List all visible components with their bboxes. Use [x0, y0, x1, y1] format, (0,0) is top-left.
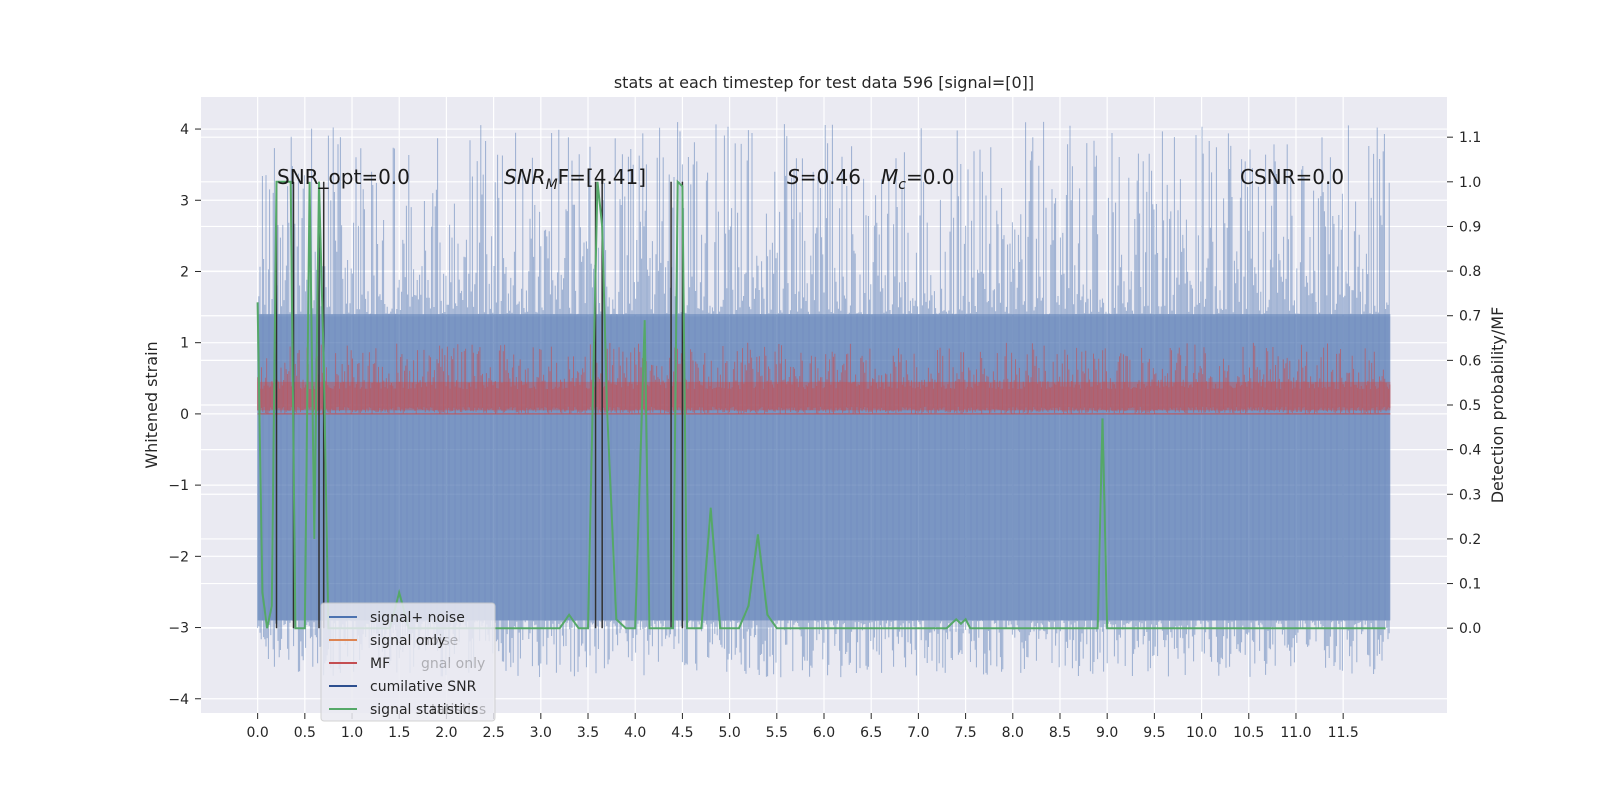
x-tick-label: 5.5: [766, 725, 788, 741]
snr-mf-annotation: SNRMF=[4.41]: [504, 165, 646, 193]
y-right-tick-label: 0.2: [1459, 532, 1481, 548]
snr-opt-annotation: SNR_opt=0.0: [277, 165, 410, 189]
csnr-annotation: CSNR=0.0: [1240, 165, 1344, 189]
left-y-axis-ticks: 4 3 2 1 0 −1 −2 −3 −4: [168, 122, 201, 708]
legend-ghost-text: tatistics: [431, 702, 486, 718]
x-tick-label: 2.5: [482, 725, 504, 741]
x-tick-label: 2.0: [435, 725, 457, 741]
legend-ghost-text: gnal only: [421, 656, 485, 672]
y-right-tick-label: 1.1: [1459, 130, 1481, 146]
y-right-tick-label: 0.1: [1459, 577, 1481, 593]
x-tick-label: 8.0: [1002, 725, 1024, 741]
x-axis-ticks: 0.0 0.5 1.0 1.5 2.0 2.5 3.0 3.5 4.0 4.5 5.0 5.5 6.0 6…: [247, 713, 1359, 741]
mf-series: [257, 342, 1391, 415]
y-right-tick-label: 0.7: [1459, 309, 1481, 325]
x-tick-label: 4.5: [671, 725, 693, 741]
x-tick-label: 3.0: [530, 725, 552, 741]
signal-noise-trace: [257, 121, 1390, 678]
x-tick-label: 11.5: [1328, 725, 1359, 741]
signal-noise-series: [257, 121, 1391, 678]
y-left-tick-label: 0: [180, 407, 189, 423]
legend-label: signal only: [370, 633, 445, 649]
y-right-tick-label: 0.4: [1459, 443, 1481, 459]
legend: noise gnal only tatistics signal+ noise sign…: [320, 602, 496, 722]
right-y-axis-ticks: 1.1 1.0 0.9 0.8 0.7 0.6 0.5 0.4 0.3 0.2 0.1 0.0: [1447, 130, 1481, 637]
y-right-tick-label: 0.3: [1459, 487, 1481, 503]
x-tick-label: 10.0: [1186, 725, 1217, 741]
snr-mf-subscript: M: [546, 177, 558, 193]
y-right-tick-label: 0.8: [1459, 264, 1481, 280]
s-label: S: [787, 165, 800, 189]
y-right-tick-label: 0.0: [1459, 621, 1481, 637]
x-tick-label: 5.0: [718, 725, 740, 741]
x-tick-label: 10.5: [1233, 725, 1264, 741]
x-tick-label: 1.0: [341, 725, 363, 741]
s-value: =0.46: [800, 165, 861, 189]
snr-mf-suffix: F=[4.41]: [558, 165, 646, 189]
y-right-tick-label: 1.0: [1459, 175, 1481, 191]
x-tick-label: 0.0: [247, 725, 269, 741]
legend-box: [320, 602, 496, 722]
x-tick-label: 7.5: [954, 725, 976, 741]
y-left-tick-label: 4: [180, 122, 189, 138]
y-left-tick-label: −4: [168, 692, 189, 708]
y-left-tick-label: −2: [168, 549, 189, 565]
x-tick-label: 1.5: [388, 725, 410, 741]
y-left-tick-label: 2: [180, 264, 189, 280]
x-tick-label: 4.0: [624, 725, 646, 741]
mc-label: M: [881, 165, 898, 189]
x-tick-label: 11.0: [1280, 725, 1311, 741]
x-tick-label: 9.5: [1143, 725, 1165, 741]
x-tick-label: 6.0: [813, 725, 835, 741]
snr-mf-prefix: SNR: [504, 165, 546, 189]
y-left-tick-label: −3: [168, 621, 189, 637]
x-tick-label: 9.0: [1096, 725, 1118, 741]
x-tick-label: 6.5: [860, 725, 882, 741]
mc-subscript: c: [898, 177, 906, 193]
x-tick-label: 0.5: [294, 725, 316, 741]
y-right-tick-label: 0.5: [1459, 398, 1481, 414]
legend-label: signal+ noise: [370, 610, 465, 626]
legend-label: signal statistics: [370, 702, 478, 718]
legend-ghost-text: noise: [421, 633, 458, 649]
x-tick-label: 3.5: [577, 725, 599, 741]
signal-statistics-line: [256, 179, 1386, 630]
y-left-tick-label: 3: [180, 193, 189, 209]
mc-annotation: Mc=0.0: [881, 165, 955, 193]
x-tick-label: 8.5: [1049, 725, 1071, 741]
y-right-tick-label: 0.6: [1459, 353, 1481, 369]
y-left-tick-label: −1: [168, 478, 189, 494]
y-left-tick-label: 1: [180, 336, 189, 352]
legend-label: MF: [370, 656, 390, 672]
right-y-axis-label: Detection probability/MF: [1488, 307, 1507, 504]
x-tick-label: 7.0: [907, 725, 929, 741]
mc-value: =0.0: [906, 165, 955, 189]
y-right-tick-label: 0.9: [1459, 219, 1481, 235]
legend-label: cumilative SNR: [370, 679, 477, 695]
left-y-axis-label: Whitened strain: [142, 341, 161, 468]
mf-trace: [257, 342, 1391, 414]
chart-title: stats at each timestep for test data 596…: [614, 73, 1034, 92]
s-annotation: S=0.46: [787, 165, 861, 189]
